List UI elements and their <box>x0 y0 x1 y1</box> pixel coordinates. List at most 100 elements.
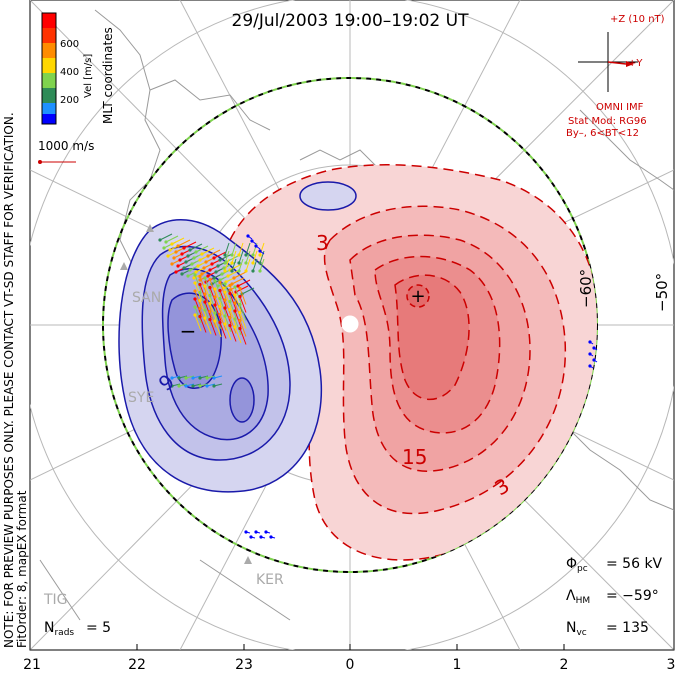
velocity-vector-origin <box>213 279 217 283</box>
velocity-vector <box>204 301 212 319</box>
nrads-value: = 5 <box>86 620 111 636</box>
velocity-vector <box>224 258 230 272</box>
hmb-boundary-green <box>102 77 598 573</box>
velocity-vector-origin <box>218 288 222 293</box>
velocity-vector-origin <box>218 304 222 309</box>
velocity-vector <box>234 302 242 320</box>
velocity-vector-origin <box>192 256 196 260</box>
velocity-vector-origin <box>174 250 178 254</box>
velocity-vector <box>209 287 217 304</box>
velocity-vector-origin <box>238 310 242 315</box>
velocity-vector-origin <box>218 258 222 262</box>
velocity-vector <box>238 242 244 256</box>
velocity-vector-origin <box>186 274 190 278</box>
velocity-vector-origin <box>218 320 222 325</box>
velocity-vector <box>219 314 227 331</box>
velocity-vector-origin <box>192 276 196 280</box>
velocity-vector-origin <box>200 272 204 276</box>
velocity-vector-origin <box>223 298 227 302</box>
velocity-vector <box>234 326 242 344</box>
mlt-tick: 21 <box>23 657 41 673</box>
velocity-vector-origin <box>251 261 255 265</box>
velocity-vector <box>234 318 242 336</box>
velocity-vector-origin <box>254 530 258 534</box>
velocity-vector <box>199 308 207 325</box>
velocity-vectors <box>158 233 598 539</box>
velocity-vector-origin <box>210 262 214 266</box>
velocity-vector <box>219 253 233 261</box>
velocity-vector-origin <box>236 284 240 288</box>
velocity-vector <box>229 301 237 318</box>
velocity-vector <box>159 233 173 241</box>
velocity-vector-origin <box>238 302 242 307</box>
velocity-vector <box>165 235 179 243</box>
velocity-vector-origin <box>592 346 596 350</box>
velocity-colorbar <box>41 12 57 125</box>
velocity-vector <box>209 295 217 312</box>
mlt-axis <box>29 644 675 650</box>
velocity-vector <box>245 258 251 272</box>
station-markers <box>120 224 252 564</box>
velocity-vector-origin <box>193 297 197 301</box>
station-label: KER <box>256 572 284 588</box>
velocity-vector <box>195 245 209 253</box>
velocity-vector <box>252 258 258 272</box>
velocity-vector <box>199 300 207 317</box>
velocity-vector-origin <box>203 284 207 288</box>
velocity-vector-origin <box>220 272 224 276</box>
velocity-vector-origin <box>205 384 209 388</box>
velocity-vector-origin <box>170 384 174 388</box>
velocity-vector <box>239 320 247 337</box>
velocity-vector <box>214 312 222 330</box>
velocity-vector <box>234 294 242 312</box>
velocity-vector-origin <box>180 252 184 256</box>
negative-cell <box>118 181 357 493</box>
velocity-vector-origin <box>246 234 250 238</box>
velocity-vector <box>259 258 265 272</box>
velocity-vector <box>219 306 227 323</box>
mlt-tick: 0 <box>346 657 355 673</box>
velocity-vector-origin <box>186 254 190 258</box>
velocity-vector-origin <box>237 253 241 257</box>
velocity-vector-origin <box>162 246 166 250</box>
velocity-vector-origin <box>188 268 192 272</box>
velocity-vector <box>229 325 237 342</box>
velocity-vector-origin <box>205 376 209 380</box>
velocity-vector-origin <box>176 264 180 268</box>
velocity-vector <box>224 307 232 325</box>
velocity-vector-origin <box>182 266 186 270</box>
min-potential-sign: − <box>180 319 197 343</box>
velocity-vector-origin <box>258 253 262 257</box>
velocity-vector-origin <box>251 269 255 273</box>
velocity-vector-origin <box>170 376 174 380</box>
velocity-vector-origin <box>194 270 198 274</box>
velocity-vector-origin <box>223 314 227 318</box>
velocity-vector-origin <box>191 376 195 380</box>
velocity-vector-origin <box>206 274 210 278</box>
velocity-vector-origin <box>178 258 182 262</box>
mlt-tick: 22 <box>128 657 146 673</box>
velocity-vector-origin <box>258 261 262 265</box>
velocity-vector <box>194 282 202 300</box>
velocity-vector-origin <box>218 280 222 285</box>
velocity-vector <box>229 263 243 271</box>
velocity-vector-origin <box>203 300 207 304</box>
imf-clock <box>578 32 638 92</box>
velocity-vector-origin <box>204 260 208 264</box>
colorbar-tick: 400 <box>60 67 79 78</box>
scale-vector-label: 1000 m/s <box>38 139 94 153</box>
velocity-vector-origin <box>188 248 192 252</box>
velocity-vector-origin <box>223 261 227 265</box>
imf-condition: By–, 6<BT<12 <box>566 128 639 139</box>
velocity-vector-origin <box>233 301 237 305</box>
imf-source: OMNI IMF <box>596 102 644 113</box>
velocity-vector <box>194 298 202 316</box>
velocity-vector <box>214 288 222 306</box>
velocity-vector <box>199 292 207 309</box>
imf-y-label: +Y <box>628 58 643 69</box>
velocity-vector <box>239 304 247 321</box>
velocity-vector-origin <box>592 358 596 362</box>
velocity-vector-origin <box>202 266 206 270</box>
velocity-vector <box>241 287 255 295</box>
